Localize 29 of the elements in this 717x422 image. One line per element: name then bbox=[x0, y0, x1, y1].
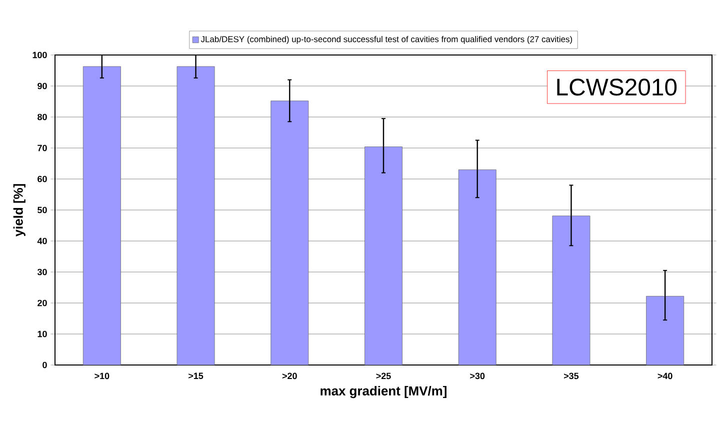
y-tick-label: 100 bbox=[32, 52, 47, 58]
bar bbox=[552, 216, 590, 365]
bar bbox=[82, 66, 121, 365]
bar bbox=[458, 170, 496, 365]
legend-label: JLab/DESY (combined) up-to-second successful test of cavities from qualified vendors (27 cavities) bbox=[200, 36, 572, 44]
x-tick-label: >30 bbox=[470, 372, 485, 380]
y-tick-label: 0 bbox=[42, 362, 47, 368]
x-tick-label: >35 bbox=[564, 372, 579, 380]
y-tick-label: 50 bbox=[38, 206, 47, 214]
x-axis-title: max gradient [MV/m] bbox=[320, 386, 446, 398]
x-tick-label: >10 bbox=[94, 372, 110, 380]
y-tick-label: 70 bbox=[38, 144, 47, 152]
y-tick-label: 60 bbox=[38, 176, 47, 182]
y-tick-label: 40 bbox=[37, 238, 47, 244]
x-tick-label: >40 bbox=[658, 372, 672, 380]
bar bbox=[270, 100, 309, 365]
bar bbox=[364, 146, 402, 365]
x-tick-label: >15 bbox=[188, 372, 204, 380]
x-tick-label: >20 bbox=[282, 372, 297, 380]
y-tick-label: 20 bbox=[38, 300, 47, 306]
y-tick-label: 80 bbox=[38, 114, 47, 120]
x-tick-label: >25 bbox=[376, 372, 391, 380]
bar bbox=[646, 296, 684, 365]
annotation: LCWS2010 bbox=[557, 78, 677, 96]
y-tick-label: 30 bbox=[37, 268, 47, 276]
y-axis-title: yield [%] bbox=[13, 184, 26, 237]
y-tick-label: 10 bbox=[38, 330, 47, 338]
y-tick-label: 90 bbox=[38, 82, 47, 90]
bar bbox=[176, 66, 215, 365]
